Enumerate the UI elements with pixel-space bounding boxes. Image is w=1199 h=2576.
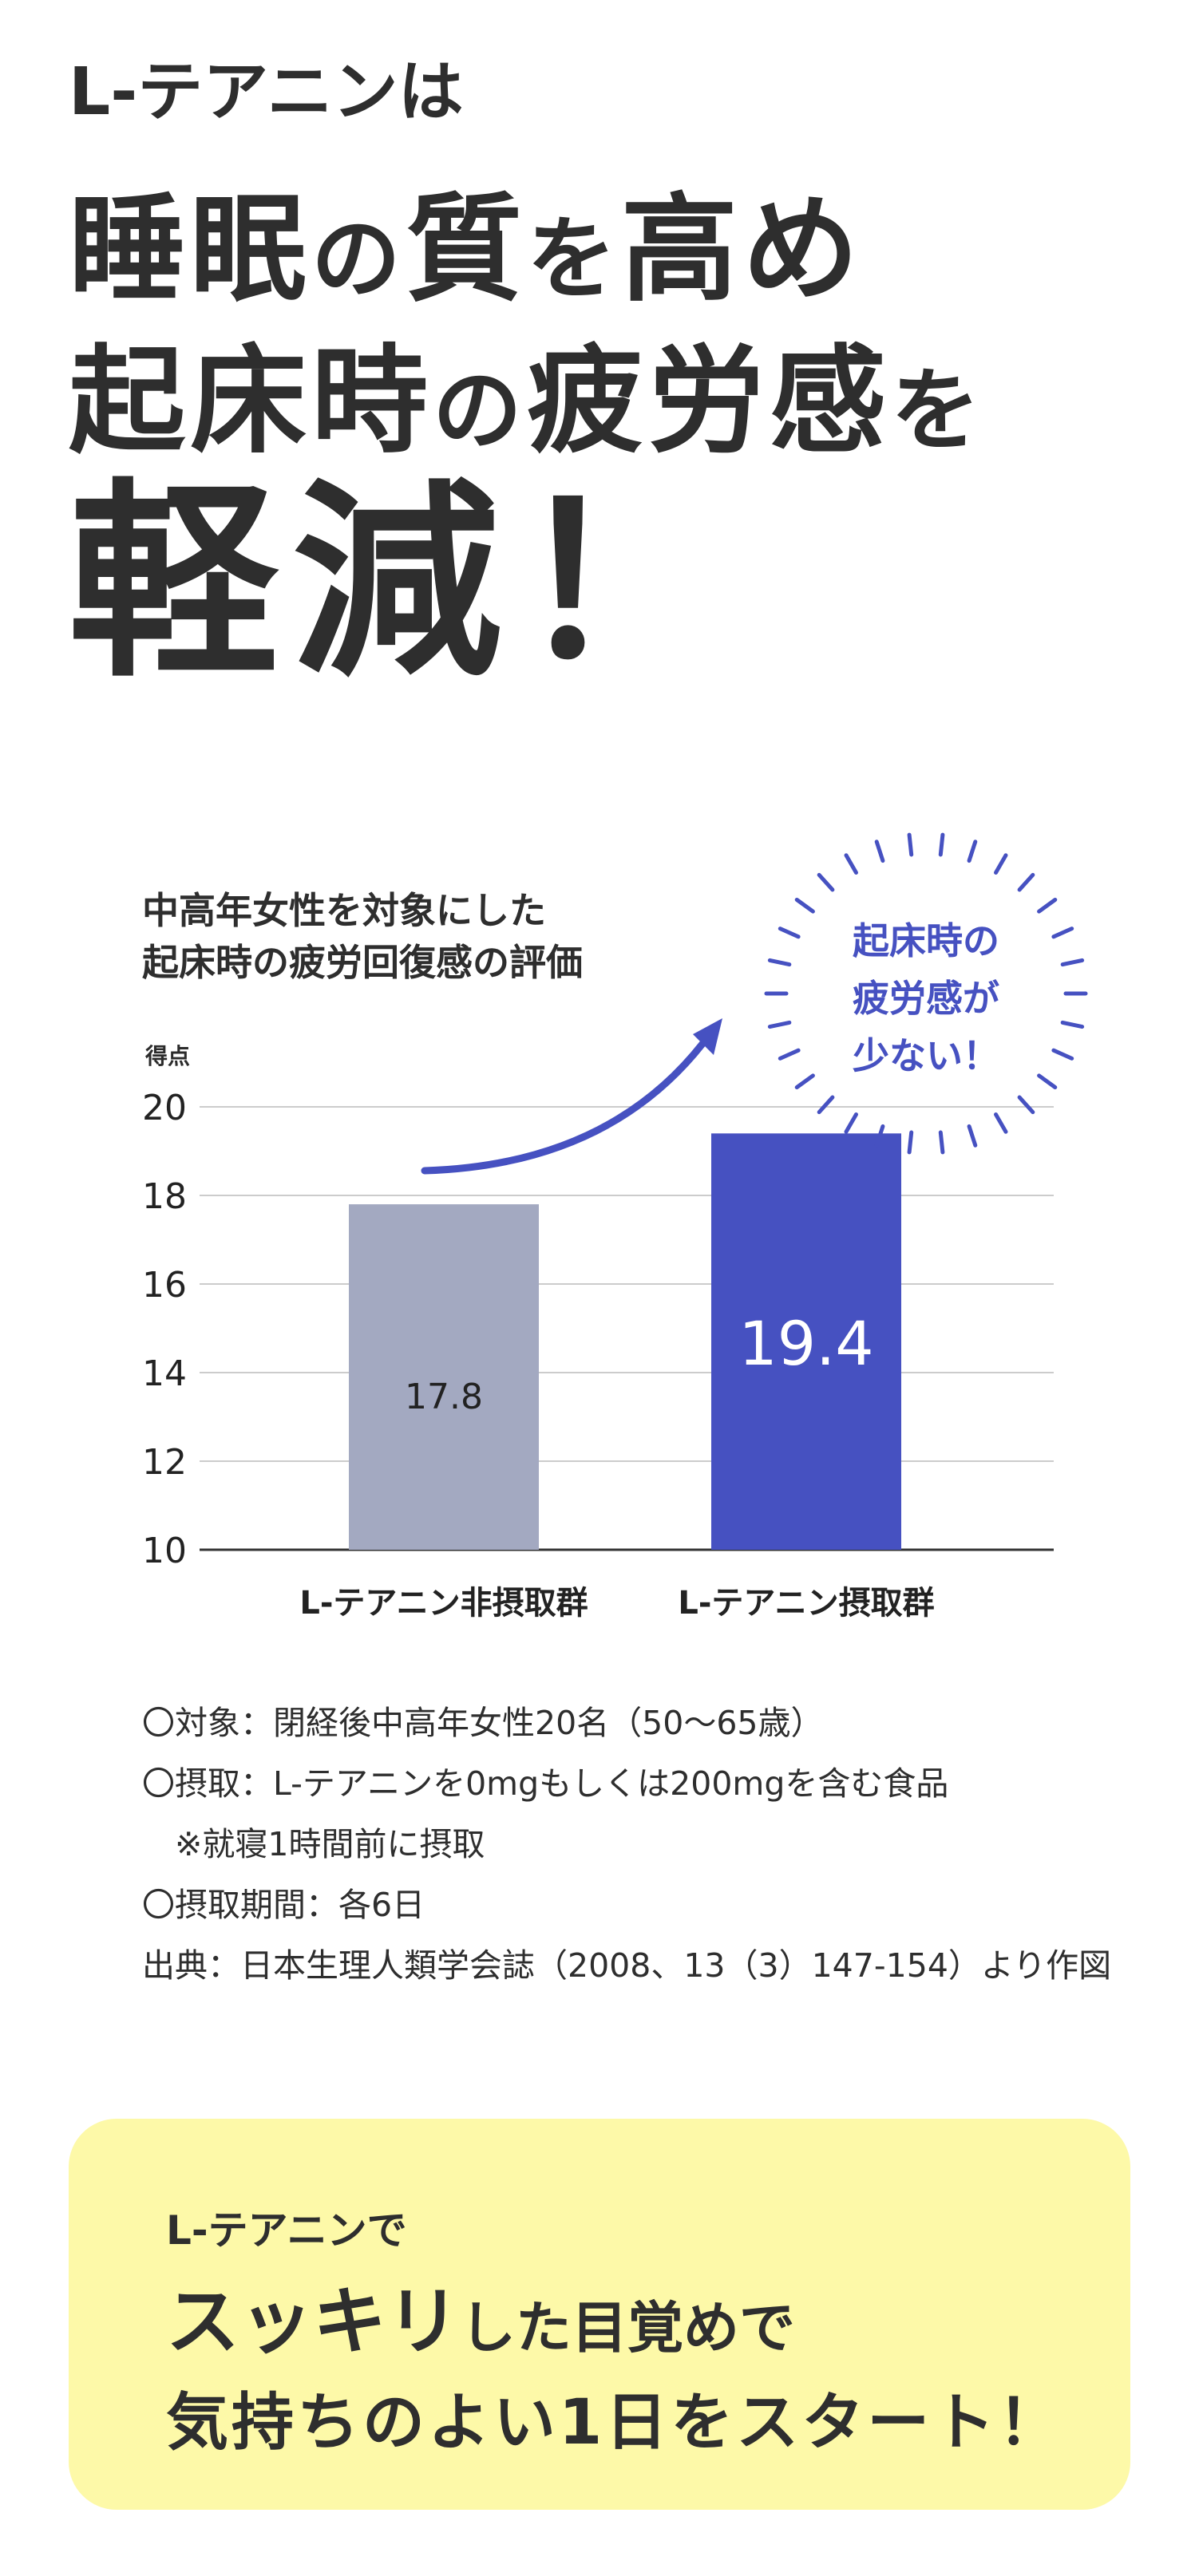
headline-word-waking: 起床時 xyxy=(69,334,433,469)
burst-ray xyxy=(1051,1048,1074,1061)
headline-line-2: 睡眠の質を高め xyxy=(69,156,864,324)
burst-ray xyxy=(817,872,835,892)
y-tick-label: 20 xyxy=(142,1088,187,1128)
burst-ray xyxy=(907,832,914,857)
chart-title-line-2: 起床時の疲労回復感の評価 xyxy=(142,941,583,984)
burst-ray xyxy=(938,832,945,857)
chart-y-axis-label: 得点 xyxy=(145,1043,191,1069)
burst-ray xyxy=(907,1130,914,1155)
bar-value-label: 19.4 xyxy=(738,1308,873,1379)
y-tick-label: 10 xyxy=(142,1531,187,1571)
x-category-label: L-テアニン非摂取群 xyxy=(299,1585,588,1622)
burst-ray xyxy=(874,840,885,863)
chart-section: 中高年女性を対象にした 起床時の疲労回復感の評価 得点 10 12 14 16 18 20… xyxy=(0,830,1199,1660)
burst-ray xyxy=(844,1112,858,1134)
headline-particle: を xyxy=(527,207,621,311)
burst-ray xyxy=(794,1073,815,1090)
callout-emphasis: スッキリ xyxy=(166,2279,461,2365)
callout-box: L-テアニンで スッキリした目覚めで 気持ちのよい1日をスタート！ xyxy=(69,2119,1130,2510)
y-tick-label: 16 xyxy=(142,1265,187,1306)
burst-ray xyxy=(967,1124,978,1148)
y-tick-label: 18 xyxy=(142,1176,187,1217)
headline-particle: の xyxy=(433,359,527,463)
burst-ray xyxy=(778,1048,801,1061)
note-intake: 〇摂取：L-テアニンを0mgもしくは200mgを含む食品 xyxy=(142,1764,949,1803)
headline-line-1: L-テアニンは xyxy=(69,54,464,130)
note-period: 〇摂取期間：各6日 xyxy=(142,1886,425,1924)
note-subject: 〇対象：閉経後中高年女性20名（50〜65歳） xyxy=(142,1704,824,1742)
trend-arrow xyxy=(421,1040,706,1175)
headline-particle: を xyxy=(891,359,985,463)
burst-ray xyxy=(994,853,1008,875)
callout-text: した目覚めで xyxy=(460,2295,796,2361)
headline-particle: の xyxy=(311,207,406,311)
burst-ray xyxy=(1017,1095,1035,1115)
burst-ray xyxy=(844,853,858,875)
callout-line-2: スッキリした目覚めで xyxy=(166,2262,795,2369)
chart-title-line-1: 中高年女性を対象にした xyxy=(142,889,546,932)
bar-intake xyxy=(711,1133,901,1550)
annotation-text: 起床時の xyxy=(853,919,999,962)
burst-ray xyxy=(1037,1073,1058,1090)
bar-value-label: 17.8 xyxy=(405,1377,483,1417)
burst-ray xyxy=(1060,958,1085,967)
bar-chart: 10 12 14 16 18 20 17.8 L-テアニン非摂取群 19.4 L-テアニン摂取群 起… xyxy=(142,832,1088,1622)
y-tick-label: 12 xyxy=(142,1442,187,1483)
headline-line-4: 軽減！ xyxy=(69,461,739,705)
burst-ray xyxy=(1017,872,1035,892)
headline-word-fatigue: 疲労感 xyxy=(527,334,891,469)
note-timing: ※就寝1時間前に摂取 xyxy=(142,1825,485,1863)
headline-line-3: 起床時の疲労感を xyxy=(69,307,985,476)
bar-non-intake xyxy=(349,1204,539,1550)
burst-ray xyxy=(967,840,978,863)
burst-ray xyxy=(767,1020,792,1029)
note-source: 出典：日本生理人類学会誌（2008、13（3）147-154）より作図 xyxy=(142,1946,1112,1985)
headline-word-raise: 高め xyxy=(621,182,864,318)
headline-word-quality: 質 xyxy=(406,182,527,318)
y-tick-label: 14 xyxy=(142,1353,187,1394)
burst-ray xyxy=(994,1112,1008,1134)
annotation-text: 少ない！ xyxy=(853,1034,999,1077)
burst-ray xyxy=(778,926,801,939)
burst-ray xyxy=(938,1130,945,1155)
burst-ray xyxy=(1051,926,1074,939)
x-category-label: L-テアニン摂取群 xyxy=(678,1585,934,1622)
burst-ray xyxy=(874,1124,885,1148)
burst-ray xyxy=(1060,1020,1085,1029)
headline-word-sleep: 睡眠 xyxy=(69,182,311,318)
burst-ray xyxy=(817,1095,835,1115)
burst-ray xyxy=(767,958,792,967)
callout-line-3: 気持ちのよい1日をスタート！ xyxy=(166,2387,1064,2459)
burst-ray xyxy=(1037,897,1058,914)
annotation-text: 疲労感が xyxy=(853,977,999,1020)
callout-line-1: L-テアニンで xyxy=(166,2207,407,2254)
burst-ray xyxy=(794,897,815,914)
trend-arrow-head xyxy=(693,1018,722,1055)
